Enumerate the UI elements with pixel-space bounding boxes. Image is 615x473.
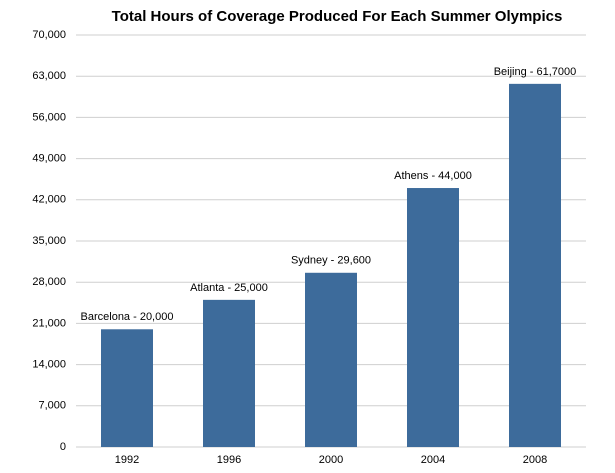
y-tick-label: 70,000 <box>32 29 66 41</box>
data-label: Atlanta - 25,000 <box>190 282 268 294</box>
y-tick-label: 21,000 <box>32 317 66 329</box>
y-tick-label: 0 <box>60 441 66 453</box>
y-tick-label: 7,000 <box>38 400 66 412</box>
y-tick-label: 56,000 <box>32 111 66 123</box>
data-label: Sydney - 29,600 <box>291 255 371 267</box>
bar <box>407 188 459 447</box>
data-label: Athens - 44,000 <box>394 170 472 182</box>
y-tick-label: 49,000 <box>32 153 66 165</box>
x-tick-label: 1992 <box>115 454 139 466</box>
bar <box>305 272 357 447</box>
y-tick-label: 28,000 <box>32 276 66 288</box>
bar <box>101 329 153 447</box>
x-tick-label: 2008 <box>523 454 547 466</box>
y-tick-label: 14,000 <box>32 359 66 371</box>
y-tick-label: 63,000 <box>32 70 66 82</box>
bar <box>203 299 255 447</box>
data-label: Barcelona - 20,000 <box>81 311 174 323</box>
chart-title: Total Hours of Coverage Produced For Eac… <box>112 8 563 25</box>
x-tick-label: 2004 <box>421 454 445 466</box>
x-tick-label: 1996 <box>217 454 241 466</box>
bar <box>509 83 561 447</box>
x-tick-label: 2000 <box>319 454 343 466</box>
y-tick-label: 35,000 <box>32 235 66 247</box>
y-tick-label: 42,000 <box>32 194 66 206</box>
data-label: Beijing - 61,7000 <box>494 66 577 78</box>
